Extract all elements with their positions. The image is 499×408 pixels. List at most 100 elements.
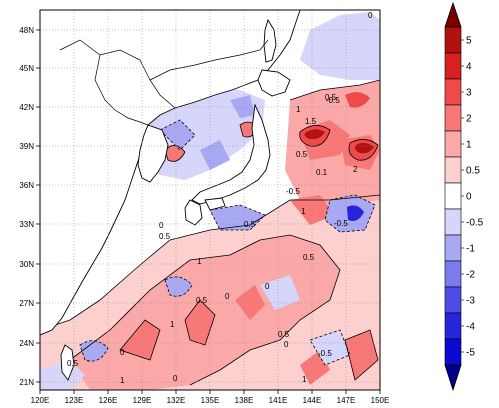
contour-line-dashed — [309, 329, 351, 366]
contour-line — [289, 79, 380, 101]
colorbar-segments — [444, 26, 462, 366]
negative-core-33n-147e — [347, 205, 364, 221]
contour-label: 0.5 — [159, 232, 171, 241]
contour-line — [348, 139, 379, 161]
colorbar-label: -3 — [466, 296, 475, 307]
lat-tick-label: 33N — [19, 220, 34, 229]
colorbar-label: 1 — [466, 140, 472, 151]
tick-marks — [36, 29, 381, 394]
contour-label: -0.5 — [326, 96, 340, 105]
contour-line — [184, 299, 216, 346]
lat-tick-label: 48N — [19, 26, 34, 35]
contour-line-dashed — [209, 204, 266, 231]
lon-tick-label: 141E — [269, 396, 288, 405]
colorbar-segment — [444, 104, 462, 132]
contour-label: 0 — [265, 282, 270, 291]
contour-label: 0 — [284, 340, 289, 349]
colorbar-label: 0 — [466, 192, 472, 203]
negative-field-japan-sea-1 — [160, 95, 255, 170]
contour-line-dashed — [79, 340, 109, 362]
negative-field-north — [300, 12, 380, 80]
japan-kyushu — [184, 199, 203, 226]
contour-label: 0 — [225, 292, 230, 301]
sakhalin — [263, 18, 277, 63]
contour-label: 0 — [173, 374, 178, 383]
colorbar-label: 0.5 — [466, 166, 480, 177]
lat-axis: 48N 45N 42N 39N 36N 33N 30N 27N 24N 21N — [19, 26, 34, 387]
border-line — [59, 39, 176, 109]
colorbar-label: -0.5 — [466, 218, 484, 229]
contour-label: 1.5 — [305, 117, 317, 126]
lon-tick-label: 147E — [337, 396, 356, 405]
lat-tick-label: 45N — [19, 64, 34, 73]
negative-patch-27n-140e — [260, 275, 300, 310]
contour-label: 0.5 — [67, 359, 79, 368]
lon-tick-label: 132E — [167, 396, 186, 405]
colorbar: 5 4 3 2 1 0.5 0 -0.5 -1 -2 -3 -4 -5 — [444, 1, 484, 392]
japan-honshu — [191, 103, 271, 205]
colorbar-labels: 5 4 3 2 1 0.5 0 -0.5 -1 -2 -3 -4 -5 — [461, 36, 484, 359]
negative-patch-23n-125e — [80, 340, 108, 362]
positive-patch-japan-sea — [165, 122, 258, 162]
lat-tick-label: 21N — [19, 378, 34, 387]
contour-line — [69, 234, 341, 386]
lat-tick-label: 27N — [19, 299, 34, 308]
lon-tick-label: 123E — [65, 396, 84, 405]
colorbar-label: -2 — [466, 270, 475, 281]
contour-label: 0.5 — [325, 93, 337, 102]
colorbar-segment — [444, 26, 462, 54]
lon-tick-label: 144E — [303, 396, 322, 405]
lat-tick-label: 39N — [19, 142, 34, 151]
contour-label: 0 — [368, 11, 373, 20]
negative-patch-27n-130e — [165, 276, 192, 297]
contour-line — [119, 319, 161, 361]
colorbar-segment — [444, 234, 462, 262]
contour-label: -0.5 — [334, 219, 348, 228]
negative-contours — [79, 119, 376, 366]
lon-axis: 120E 123E 126E 129E 132E 135E 138E 141E … — [31, 396, 390, 405]
contour-label: 0.5 — [303, 253, 315, 262]
taiwan — [60, 344, 75, 381]
colorbar-label: 4 — [466, 62, 472, 73]
contour-label: -0.5 — [286, 187, 300, 196]
japan-shikoku — [204, 197, 226, 211]
contour-line — [164, 145, 186, 162]
border-line — [149, 39, 269, 81]
colorbar-segment — [444, 52, 462, 80]
colorbar-top-triangle — [444, 1, 462, 28]
contour-label: 0.5 — [278, 330, 290, 339]
korea-peninsula — [137, 124, 169, 183]
colorbar-segment — [444, 130, 462, 158]
positive-field-south-2 — [120, 285, 378, 385]
contour-line — [344, 329, 379, 381]
contour-line — [299, 125, 331, 147]
contour-label: 1 — [170, 320, 175, 329]
colorbar-label: -5 — [466, 348, 475, 359]
colorbar-segment — [444, 156, 462, 184]
lon-tick-label: 150E — [371, 396, 390, 405]
colorbar-segment — [444, 182, 462, 210]
lat-tick-label: 36N — [19, 181, 34, 190]
contour-label: 0.5 — [196, 296, 208, 305]
contour-label: -0.5 — [318, 349, 332, 358]
contour-label: 1 — [296, 105, 301, 114]
map-plot: -0.5 0 0.5 1 1.5 2 0.1 -0.5 0.5 1 0.5 0 … — [40, 10, 380, 390]
lat-tick-label: 42N — [19, 103, 34, 112]
contour-line-dashed — [324, 194, 376, 233]
borders — [59, 39, 269, 126]
positive-blob-northeast — [345, 92, 370, 108]
contour-labels: -0.5 0 0.5 1 1.5 2 0.1 -0.5 0.5 1 0.5 0 … — [67, 11, 373, 385]
contour-label: 0 — [159, 221, 164, 230]
gridlines — [40, 10, 380, 390]
border-line — [94, 54, 149, 126]
lon-tick-label: 135E — [201, 396, 220, 405]
contour-line — [40, 194, 380, 331]
colorbar-segment — [444, 260, 462, 288]
colorbar-segment — [444, 208, 462, 236]
contour-label: 1 — [197, 257, 202, 266]
lat-tick-label: 30N — [19, 260, 34, 269]
contour-label: 0 — [120, 348, 125, 357]
strong-positive-39n-144e-core — [304, 129, 325, 140]
lon-tick-label: 129E — [133, 396, 152, 405]
